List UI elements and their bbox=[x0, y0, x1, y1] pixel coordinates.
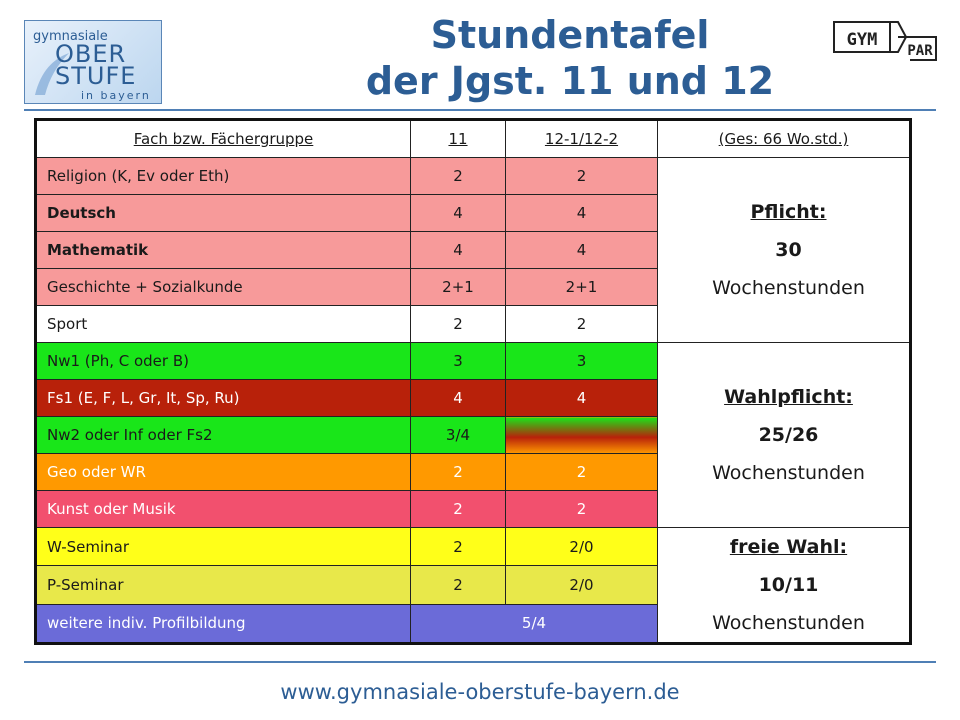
subject-cell: Religion (K, Ev oder Eth) bbox=[35, 157, 411, 195]
hours-11-cell: 2 bbox=[410, 526, 506, 567]
hours-11-cell: 2 bbox=[410, 157, 506, 195]
hours-11-cell: 4 bbox=[410, 194, 506, 232]
subject-cell: Nw2 oder Inf oder Fs2 bbox=[35, 416, 411, 454]
hours-12-cell: 3 bbox=[505, 342, 658, 380]
hours-12-cell: 2 bbox=[505, 490, 658, 528]
subject-cell: Kunst oder Musik bbox=[35, 490, 411, 528]
header-11: 11 bbox=[410, 119, 506, 158]
top-divider bbox=[24, 109, 936, 111]
table-row: Deutsch 4 4 bbox=[35, 194, 911, 232]
group-pflicht-heading: Pflicht: bbox=[750, 201, 827, 223]
table-header-row: Fach bzw. Fächergruppe 11 12-1/12-2 (Ges… bbox=[35, 119, 911, 158]
bottom-divider bbox=[24, 661, 936, 663]
hours-11-cell: 2 bbox=[410, 565, 506, 605]
gympar-left-text: GYM bbox=[847, 30, 878, 50]
oberstufe-logo: gymnasiale OBER STUFE in bayern bbox=[24, 20, 162, 104]
hours-12-cell: 2 bbox=[505, 453, 658, 491]
table-row: Religion (K, Ev oder Eth) 2 2 Pflicht: 3… bbox=[35, 157, 911, 343]
hours-11-cell: 2 bbox=[410, 490, 506, 528]
hours-12-cell: 4 bbox=[505, 194, 658, 232]
hours-12-cell bbox=[505, 416, 658, 454]
page-title-line1: Stundentafel bbox=[430, 13, 710, 57]
hours-12-cell: 2/0 bbox=[505, 526, 658, 567]
group-wahlpflicht-hours: 25/26 bbox=[758, 424, 819, 446]
subject-cell: Geo oder WR bbox=[35, 453, 411, 491]
group-pflicht: Pflicht: 30 Wochenstunden bbox=[657, 157, 911, 343]
hours-12-cell: 4 bbox=[505, 379, 658, 417]
hours-12-cell: 2+1 bbox=[505, 268, 658, 306]
hours-11-cell: 4 bbox=[410, 231, 506, 269]
logo-text-ober: OBER bbox=[55, 40, 127, 68]
subject-cell: Geschichte + Sozialkunde bbox=[35, 268, 411, 306]
subject-cell: W-Seminar bbox=[35, 526, 411, 567]
hours-12-cell: 2 bbox=[505, 305, 658, 343]
footer-url: www.gymnasiale-oberstufe-bayern.de bbox=[280, 680, 680, 704]
header-total: (Ges: 66 Wo.std.) bbox=[657, 119, 911, 158]
group-wahlpflicht: Wahlpflicht: 25/26 Wochenstunden bbox=[657, 342, 911, 528]
table-row: Sport 2 2 bbox=[35, 305, 911, 343]
group-pflicht-unit: Wochenstunden bbox=[712, 277, 865, 299]
hours-combined-cell: 5/4 bbox=[410, 603, 658, 645]
hours-12-cell: 2 bbox=[505, 157, 658, 195]
hours-11-cell: 2 bbox=[410, 305, 506, 343]
subject-cell: Mathematik bbox=[35, 231, 411, 269]
group-freie-wahl-unit: Wochenstunden bbox=[712, 612, 865, 634]
header-12: 12-1/12-2 bbox=[505, 119, 658, 158]
group-freie-wahl: freie Wahl: 10/11 Wochenstunden bbox=[657, 527, 911, 644]
gympar-logo: GYM PAR bbox=[833, 21, 937, 61]
page-title-line2: der Jgst. 11 und 12 bbox=[365, 59, 775, 103]
group-freie-wahl-hours: 10/11 bbox=[758, 574, 819, 596]
hours-11-cell: 2+1 bbox=[410, 268, 506, 306]
table-row: weitere indiv. Profilbildung 5/4 bbox=[35, 603, 911, 645]
header-subject: Fach bzw. Fächergruppe bbox=[35, 119, 411, 158]
hours-12-cell: 2/0 bbox=[505, 565, 658, 605]
gympar-right-text: PAR bbox=[907, 43, 933, 59]
subject-cell: Nw1 (Ph, C oder B) bbox=[35, 342, 411, 380]
logo-text-in-bayern: in bayern bbox=[81, 89, 151, 102]
stundentafel-table: Fach bzw. Fächergruppe 11 12-1/12-2 (Ges… bbox=[34, 118, 912, 645]
hours-11-cell: 2 bbox=[410, 453, 506, 491]
subject-cell: Fs1 (E, F, L, Gr, It, Sp, Ru) bbox=[35, 379, 411, 417]
logo-text-stufe: STUFE bbox=[55, 62, 137, 90]
table-row: Nw1 (Ph, C oder B) 3 3 Wahlpflicht: 25/2… bbox=[35, 342, 911, 528]
swoosh-icon bbox=[35, 53, 69, 95]
group-pflicht-hours: 30 bbox=[775, 239, 802, 261]
hours-12-cell: 4 bbox=[505, 231, 658, 269]
subject-cell: weitere indiv. Profilbildung bbox=[35, 603, 411, 645]
logo-text-gymnasiale: gymnasiale bbox=[33, 29, 108, 44]
table-row: W-Seminar 2 2/0 freie Wahl: 10/11 Wochen… bbox=[35, 526, 911, 644]
subject-cell: Sport bbox=[35, 305, 411, 343]
subject-cell: P-Seminar bbox=[35, 565, 411, 605]
group-wahlpflicht-unit: Wochenstunden bbox=[712, 462, 865, 484]
hours-11-cell: 3/4 bbox=[410, 416, 506, 454]
subject-cell: Deutsch bbox=[35, 194, 411, 232]
hours-11-cell: 4 bbox=[410, 379, 506, 417]
group-freie-wahl-heading: freie Wahl: bbox=[729, 536, 848, 558]
group-wahlpflicht-heading: Wahlpflicht: bbox=[724, 386, 853, 408]
hours-11-cell: 3 bbox=[410, 342, 506, 380]
